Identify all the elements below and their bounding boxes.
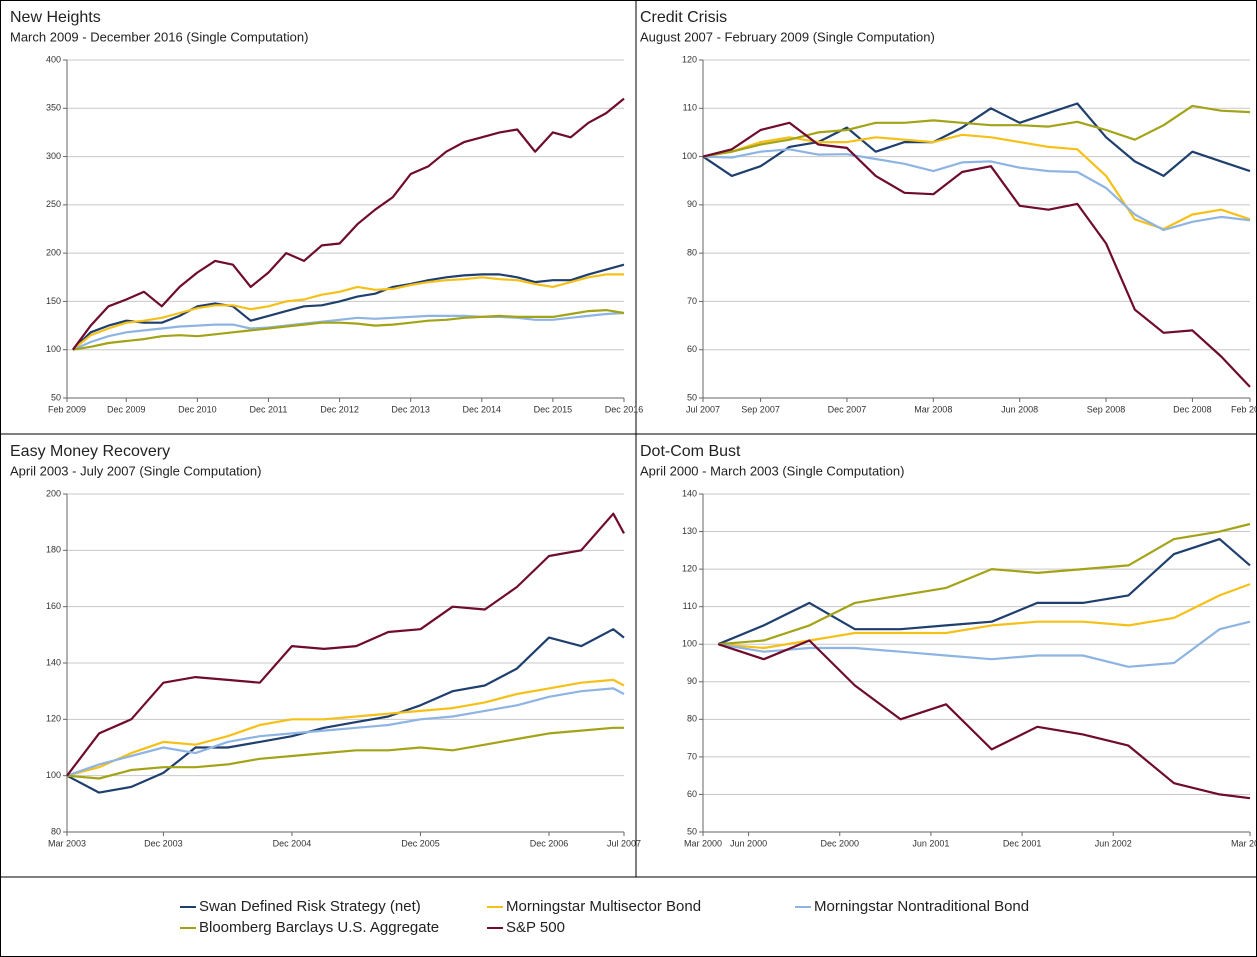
legend-label: Morningstar Multisector Bond xyxy=(506,898,701,915)
series-line xyxy=(66,628,625,794)
x-tick-label: Sep 2007 xyxy=(741,404,780,414)
series-line xyxy=(702,104,1251,158)
series-line xyxy=(717,538,1251,646)
series-line xyxy=(72,97,625,351)
y-tick-label: 140 xyxy=(682,488,697,498)
legend-label: Swan Defined Risk Strategy (net) xyxy=(199,898,421,915)
series-line xyxy=(72,273,624,351)
series-line xyxy=(66,678,625,777)
x-tick-label: Jun 2001 xyxy=(912,838,949,848)
series-line xyxy=(718,522,1251,646)
y-tick-label: 50 xyxy=(687,826,697,836)
y-tick-label: 100 xyxy=(46,344,61,354)
series-line xyxy=(702,102,1251,177)
y-tick-label: 110 xyxy=(683,103,697,113)
legend-label: S&P 500 xyxy=(506,919,565,936)
chart-title: Credit Crisis xyxy=(640,9,727,26)
legend-label: Morningstar Nontraditional Bond xyxy=(814,898,1029,915)
series-line xyxy=(72,263,625,351)
y-tick-label: 200 xyxy=(46,248,61,258)
y-tick-label: 140 xyxy=(46,657,61,667)
x-tick-label: Mar 2003 xyxy=(48,838,86,848)
x-tick-label: Mar 2003 xyxy=(1231,838,1257,848)
x-tick-label: Jun 2000 xyxy=(730,838,767,848)
series-line xyxy=(702,148,1251,232)
y-tick-label: 80 xyxy=(687,714,697,724)
x-tick-label: Dec 2008 xyxy=(1173,404,1212,414)
series-line xyxy=(66,726,624,780)
y-tick-label: 120 xyxy=(682,563,697,573)
y-tick-label: 90 xyxy=(687,199,697,209)
x-tick-label: Dec 2004 xyxy=(273,838,312,848)
y-tick-label: 200 xyxy=(46,488,61,498)
y-tick-label: 250 xyxy=(46,199,61,209)
x-tick-label: Jul 2007 xyxy=(607,838,641,848)
x-tick-label: Dec 2000 xyxy=(820,838,859,848)
x-tick-label: Dec 2012 xyxy=(320,404,359,414)
x-tick-label: Dec 2016 xyxy=(605,404,644,414)
x-tick-label: Dec 2011 xyxy=(250,404,288,414)
series-line xyxy=(702,121,1251,388)
x-tick-label: Sep 2008 xyxy=(1087,404,1126,414)
y-tick-label: 400 xyxy=(46,54,61,64)
x-tick-label: Dec 2009 xyxy=(107,404,146,414)
y-tick-label: 120 xyxy=(682,54,697,64)
y-tick-label: 80 xyxy=(687,248,697,258)
chart-subtitle: April 2003 - July 2007 (Single Computati… xyxy=(10,463,261,478)
y-tick-label: 160 xyxy=(46,601,61,611)
x-tick-label: Jun 2008 xyxy=(1001,404,1038,414)
legend-label: Bloomberg Barclays U.S. Aggregate xyxy=(199,919,439,936)
x-tick-label: Dec 2003 xyxy=(144,838,183,848)
chart-subtitle: March 2009 - December 2016 (Single Compu… xyxy=(10,29,308,44)
y-tick-label: 60 xyxy=(687,344,697,354)
y-tick-label: 130 xyxy=(682,526,697,536)
x-tick-label: Dec 2006 xyxy=(530,838,569,848)
y-tick-label: 100 xyxy=(46,770,61,780)
y-tick-label: 70 xyxy=(687,296,697,306)
series-line xyxy=(72,311,625,351)
x-tick-label: Dec 2001 xyxy=(1003,838,1042,848)
y-tick-label: 110 xyxy=(683,601,697,611)
series-line xyxy=(718,620,1251,668)
y-tick-label: 50 xyxy=(51,392,61,402)
x-tick-label: Jul 2007 xyxy=(686,404,720,414)
y-tick-label: 70 xyxy=(687,751,697,761)
x-tick-label: Dec 2010 xyxy=(178,404,217,414)
x-tick-label: Mar 2008 xyxy=(914,404,952,414)
chart-title: Dot-Com Bust xyxy=(640,443,741,460)
series-line xyxy=(66,687,625,777)
y-tick-label: 80 xyxy=(51,826,61,836)
x-tick-label: Dec 2015 xyxy=(534,404,573,414)
chart-title: New Heights xyxy=(10,9,101,26)
y-tick-label: 60 xyxy=(687,789,697,799)
y-tick-label: 300 xyxy=(46,151,61,161)
x-tick-label: Feb 2009 xyxy=(48,404,86,414)
x-tick-label: Jun 2002 xyxy=(1095,838,1132,848)
y-tick-label: 150 xyxy=(46,296,61,306)
chart-subtitle: April 2000 - March 2003 (Single Computat… xyxy=(640,463,904,478)
y-tick-label: 120 xyxy=(46,714,61,724)
chart-subtitle: August 2007 - February 2009 (Single Comp… xyxy=(640,29,935,44)
x-tick-label: Dec 2013 xyxy=(391,404,430,414)
x-tick-label: Mar 2000 xyxy=(684,838,722,848)
y-tick-label: 90 xyxy=(687,676,697,686)
series-line xyxy=(66,512,625,777)
series-line xyxy=(717,639,1251,800)
y-tick-label: 350 xyxy=(46,103,61,113)
x-tick-label: Dec 2014 xyxy=(463,404,502,414)
y-tick-label: 100 xyxy=(682,151,697,161)
y-tick-label: 100 xyxy=(682,639,697,649)
y-tick-label: 180 xyxy=(46,545,61,555)
x-tick-label: Dec 2005 xyxy=(401,838,440,848)
x-tick-label: Feb 2009 xyxy=(1231,404,1257,414)
chart-title: Easy Money Recovery xyxy=(10,443,170,460)
series-line xyxy=(718,583,1251,650)
y-tick-label: 50 xyxy=(687,392,697,402)
x-tick-label: Dec 2007 xyxy=(828,404,867,414)
series-line xyxy=(72,309,625,351)
